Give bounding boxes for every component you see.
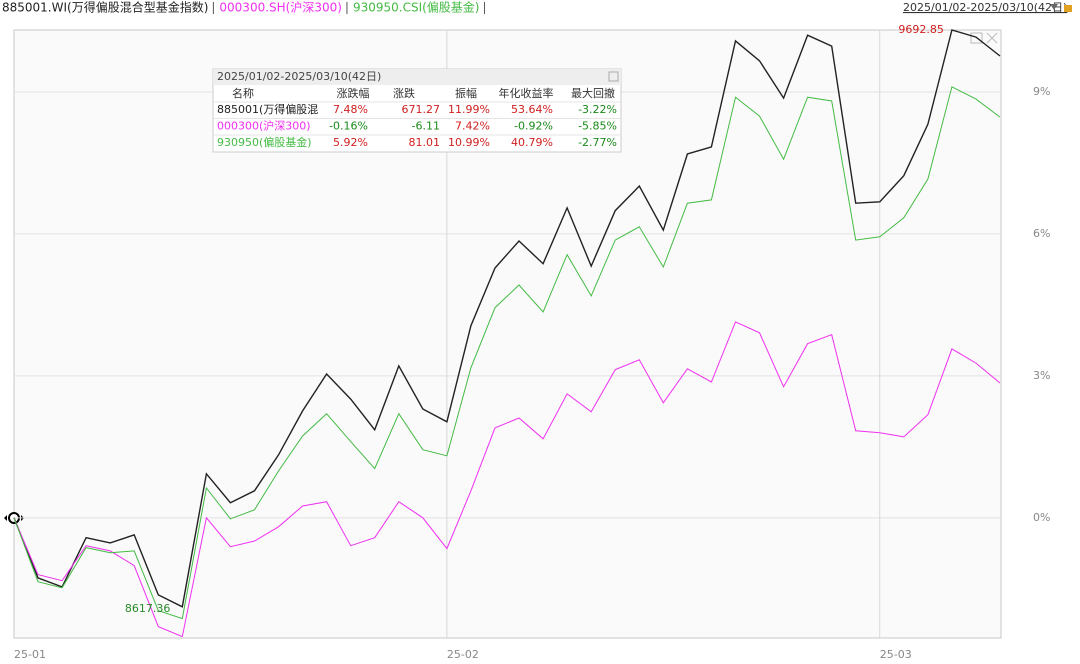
table-cell: 671.27 bbox=[402, 103, 441, 116]
table-cell: -3.22% bbox=[578, 103, 617, 116]
table-cell: 81.01 bbox=[409, 136, 441, 149]
table-cell: -5.85% bbox=[578, 120, 617, 133]
panel-close[interactable] bbox=[608, 71, 619, 82]
table-cell: 40.79% bbox=[511, 136, 553, 149]
table-cell: 7.42% bbox=[455, 120, 490, 133]
table-cell: 5.92% bbox=[333, 136, 368, 149]
min-label: 8617.36 bbox=[125, 602, 171, 615]
date-range[interactable]: 2025/01/02-2025/03/10(42日) bbox=[903, 1, 1067, 14]
close-icon[interactable] bbox=[986, 32, 998, 44]
lock-icon[interactable] bbox=[1064, 5, 1072, 12]
x-tick-label: 25-03 bbox=[880, 648, 912, 661]
table-cell: -0.92% bbox=[514, 120, 553, 133]
legend-entry: 885001.WI(万得偏股混合型基金指数) bbox=[2, 0, 208, 15]
table-cell: 10.99% bbox=[448, 136, 490, 149]
column-header: 名称 bbox=[232, 86, 254, 100]
legend-entry: 930950.CSI(偏股基金) bbox=[353, 0, 480, 15]
table-cell: -0.16% bbox=[329, 120, 368, 133]
column-header: 年化收益率 bbox=[499, 86, 554, 100]
row-name: 930950(偏股基金) bbox=[217, 135, 312, 149]
table-cell: 53.64% bbox=[511, 103, 553, 116]
column-header: 最大回撤 bbox=[571, 86, 615, 100]
stats-panel: 2025/01/02-2025/03/10(42日) 名称 涨跌幅 涨跌 振幅 年化收益率… bbox=[212, 68, 622, 153]
y-tick-label: 0% bbox=[1033, 511, 1050, 524]
panel-title-bar bbox=[213, 69, 621, 85]
y-tick-label: 9% bbox=[1033, 85, 1050, 98]
max-label: 9692.85 bbox=[898, 23, 944, 36]
row-name: 000300(沪深300) bbox=[217, 119, 311, 133]
table-cell: -2.77% bbox=[578, 136, 617, 149]
column-header: 涨跌幅 bbox=[337, 86, 370, 100]
dropdown-arrow[interactable] bbox=[1050, 4, 1058, 10]
maximize-icon[interactable] bbox=[970, 32, 983, 44]
y-tick-label: 3% bbox=[1033, 369, 1050, 382]
series-line bbox=[13, 86, 1001, 620]
series-line bbox=[13, 321, 1001, 638]
x-tick-label: 25-02 bbox=[447, 648, 479, 661]
row-name: 885001(万得偏股混 bbox=[217, 102, 318, 116]
column-header: 振幅 bbox=[455, 86, 477, 100]
table-cell: 7.48% bbox=[333, 103, 368, 116]
legend-entry: 000300.SH(沪深300) bbox=[219, 1, 342, 15]
x-tick-label: 25-01 bbox=[14, 648, 46, 661]
y-tick-label: 6% bbox=[1033, 227, 1050, 240]
panel-title: 2025/01/02-2025/03/10(42日) bbox=[217, 70, 381, 83]
table-cell: 11.99% bbox=[448, 103, 490, 116]
series-line bbox=[13, 29, 1001, 608]
table-cell: -6.11 bbox=[412, 120, 440, 133]
column-header: 涨跌 bbox=[393, 86, 415, 100]
